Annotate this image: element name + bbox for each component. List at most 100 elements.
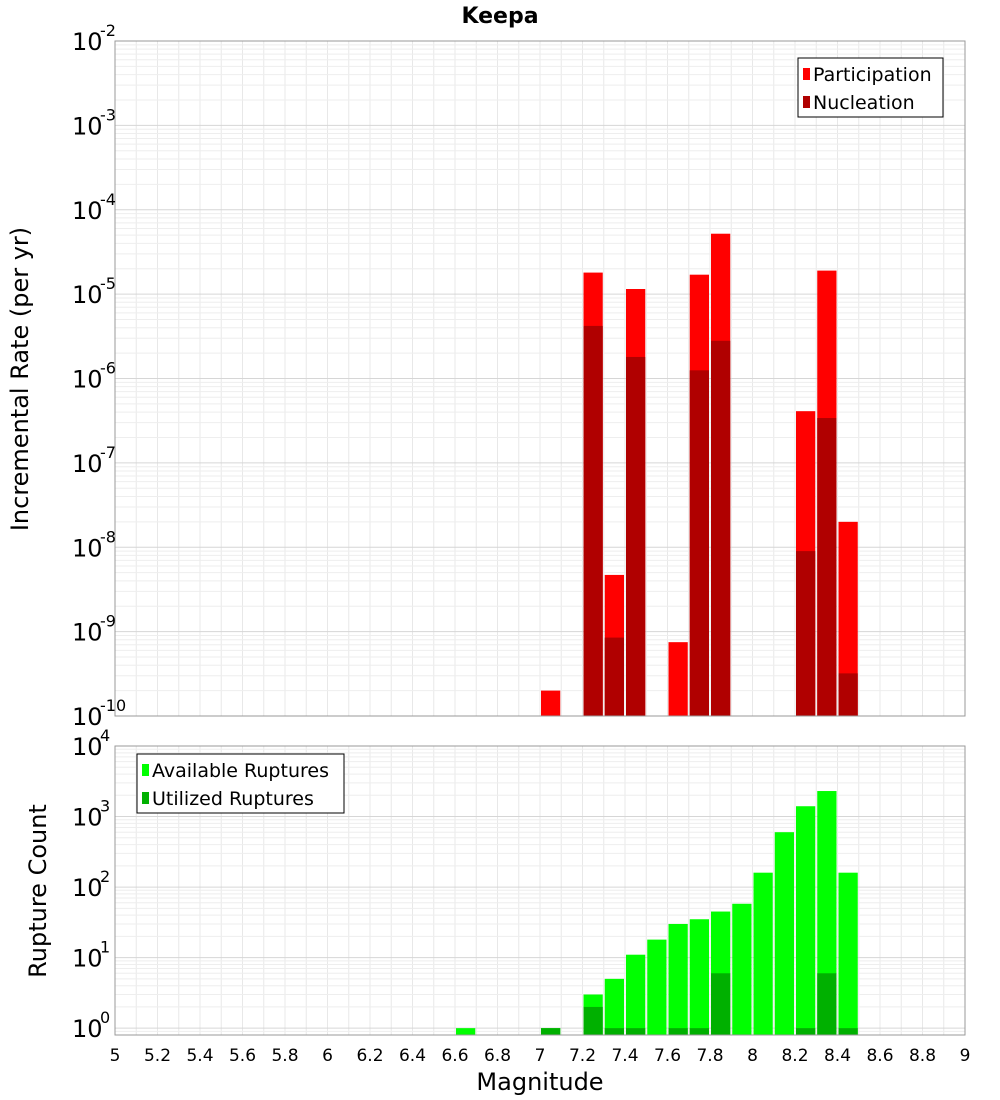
x-tick-label: 5.4 xyxy=(186,1046,213,1066)
x-tick-label: 6.6 xyxy=(441,1046,468,1066)
nucleation-bar xyxy=(689,370,709,716)
y-tick-label: 10 xyxy=(72,804,103,832)
legend-swatch xyxy=(803,96,810,108)
participation-bar xyxy=(668,642,688,716)
participation-bar xyxy=(838,521,858,716)
y-tick-exponent: 4 xyxy=(100,726,110,745)
y-tick-label: 10 xyxy=(72,945,103,973)
top-plot-frame xyxy=(114,40,966,717)
x-tick-label: 7.4 xyxy=(611,1046,638,1066)
bottom-legend: Available Ruptures Utilized Ruptures xyxy=(136,753,345,814)
utilized-ruptures-bar xyxy=(817,973,837,1035)
legend-label: Utilized Ruptures xyxy=(152,788,314,810)
y-tick-exponent: 1 xyxy=(100,938,110,957)
available-ruptures-bar xyxy=(456,1028,476,1035)
x-tick-label: 6 xyxy=(322,1046,333,1066)
utilized-ruptures-bar xyxy=(541,1028,561,1035)
nucleation-bar xyxy=(626,356,646,716)
x-tick-label: 5.2 xyxy=(144,1046,171,1066)
x-tick-label: 8.8 xyxy=(909,1046,936,1066)
x-tick-label: 7 xyxy=(535,1046,546,1066)
x-tick-label: 5.6 xyxy=(229,1046,256,1066)
legend-label: Participation xyxy=(813,64,932,86)
x-tick-label: 8.6 xyxy=(866,1046,893,1066)
nucleation-bar xyxy=(583,325,603,716)
x-axis-label: Magnitude xyxy=(476,1068,603,1096)
y-tick-label: 10 xyxy=(72,197,103,225)
bottom-y-axis-label: Rupture Count xyxy=(24,804,52,978)
y-tick-label: 10 xyxy=(72,281,103,309)
y-tick-label: 10 xyxy=(72,534,103,562)
available-ruptures-bar xyxy=(604,978,624,1035)
x-tick-label: 8.2 xyxy=(781,1046,808,1066)
nucleation-bar xyxy=(711,340,731,716)
x-tick-label: 8 xyxy=(747,1046,758,1066)
top-bars xyxy=(541,233,858,716)
legend-swatch xyxy=(142,764,149,776)
x-tick-label: 5.8 xyxy=(271,1046,298,1066)
top-grid xyxy=(114,41,966,717)
x-tick-label: 8.4 xyxy=(824,1046,851,1066)
legend-swatch xyxy=(142,792,149,804)
utilized-ruptures-bar xyxy=(583,1006,603,1035)
y-tick-exponent: -2 xyxy=(100,21,116,40)
y-tick-label: 10 xyxy=(72,1015,103,1043)
available-ruptures-bar xyxy=(647,939,667,1035)
utilized-ruptures-bar xyxy=(626,1028,646,1035)
available-ruptures-bar xyxy=(774,832,794,1035)
y-tick-exponent: 2 xyxy=(100,867,110,886)
y-tick-exponent: -3 xyxy=(100,105,116,124)
x-tick-label: 6.2 xyxy=(356,1046,383,1066)
top-y-axis-label: Incremental Rate (per yr) xyxy=(6,227,34,531)
x-tick-label: 7.8 xyxy=(696,1046,723,1066)
y-tick-exponent: -10 xyxy=(100,696,126,715)
utilized-ruptures-bar xyxy=(604,1028,624,1035)
available-ruptures-bar xyxy=(668,923,688,1035)
utilized-ruptures-bar xyxy=(668,1028,688,1035)
y-tick-exponent: -4 xyxy=(100,190,116,209)
x-ticks: 5 5.2 5.4 5.6 5.8 6 6.2 6.4 6.6 6.8 7 7.2 7.4 7.6 7.8 8… xyxy=(110,1046,971,1066)
available-ruptures-bar xyxy=(732,903,752,1035)
nucleation-bar xyxy=(604,637,624,716)
legend-swatch xyxy=(803,68,810,80)
y-tick-exponent: -9 xyxy=(100,612,116,631)
y-tick-exponent: -5 xyxy=(100,274,116,293)
chart-title: Keepa xyxy=(461,4,538,29)
y-tick-label: 10 xyxy=(72,703,103,731)
legend-box xyxy=(797,57,944,118)
y-tick-label: 10 xyxy=(72,450,103,478)
available-ruptures-bar xyxy=(689,919,709,1035)
available-ruptures-bar xyxy=(753,872,773,1035)
y-tick-label: 10 xyxy=(72,28,103,56)
utilized-ruptures-bar xyxy=(796,1028,816,1035)
y-tick-exponent: 3 xyxy=(100,797,110,816)
bottom-plot-frame xyxy=(114,745,966,1036)
y-tick-exponent: 0 xyxy=(100,1008,110,1027)
y-tick-label: 10 xyxy=(72,112,103,140)
legend-box xyxy=(136,753,345,814)
legend-label: Nucleation xyxy=(813,92,915,114)
nucleation-bar xyxy=(838,673,858,716)
x-tick-label: 6.8 xyxy=(484,1046,511,1066)
x-tick-label: 9 xyxy=(960,1046,971,1066)
x-tick-label: 5 xyxy=(110,1046,121,1066)
x-tick-label: 6.4 xyxy=(399,1046,426,1066)
y-tick-exponent: -6 xyxy=(100,359,116,378)
y-tick-exponent: -8 xyxy=(100,527,116,546)
available-ruptures-bar xyxy=(796,806,816,1035)
utilized-ruptures-bar xyxy=(689,1028,709,1035)
y-tick-label: 10 xyxy=(72,874,103,902)
legend-label: Available Ruptures xyxy=(152,760,329,782)
utilized-ruptures-bar xyxy=(711,973,731,1035)
y-tick-label: 10 xyxy=(72,733,103,761)
y-tick-exponent: -7 xyxy=(100,443,116,462)
utilized-ruptures-bar xyxy=(838,1028,858,1035)
available-ruptures-bar xyxy=(626,954,646,1035)
y-tick-label: 10 xyxy=(72,366,103,394)
x-tick-label: 7.6 xyxy=(654,1046,681,1066)
